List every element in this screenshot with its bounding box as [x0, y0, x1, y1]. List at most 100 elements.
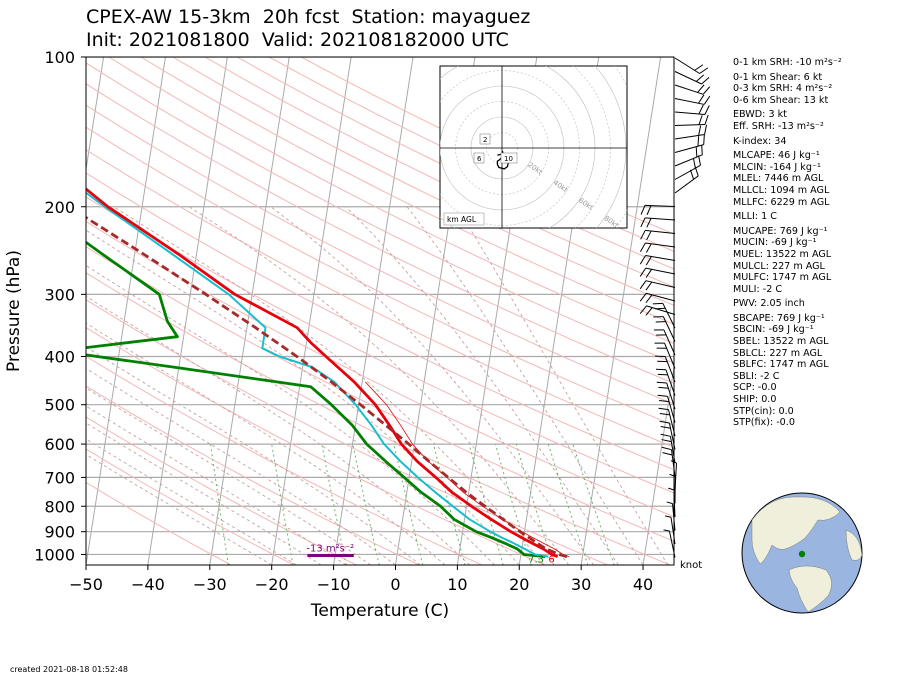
barb-shaft — [666, 382, 676, 410]
barb-flag — [697, 136, 700, 147]
dry-adiabat-line — [86, 326, 545, 565]
south-america-shape — [788, 565, 832, 613]
moist-adiabat-line — [406, 206, 644, 565]
hodograph-unit-label: km AGL — [447, 215, 477, 224]
barb-flag — [661, 446, 672, 451]
isotherm-line — [209, 57, 290, 565]
barb-flag — [658, 386, 669, 389]
parcel-profile-line — [86, 215, 568, 558]
x-tick-label: 20 — [509, 575, 529, 594]
y-tick-label: 800 — [44, 497, 75, 516]
barb-shaft — [645, 204, 676, 207]
barb-flag — [697, 84, 705, 93]
barb-shaft — [668, 530, 676, 558]
x-tick-label: 10 — [447, 575, 467, 594]
barb-flag — [695, 74, 705, 82]
wind-barb — [639, 255, 676, 266]
dewpoint-profile-line — [86, 240, 546, 558]
barb-shaft — [674, 175, 699, 194]
wind-barb — [674, 57, 709, 74]
barb-flag — [698, 104, 704, 115]
barb-shaft — [674, 164, 701, 180]
africa-shape — [845, 529, 862, 561]
x-tick-label: −10 — [317, 575, 351, 594]
barb-flag — [657, 373, 668, 376]
virtual-temperature-line — [365, 381, 570, 557]
wind-barb — [674, 94, 711, 105]
station-marker — [798, 550, 806, 558]
barb-shaft — [669, 436, 676, 464]
barb-flag — [699, 67, 709, 74]
barb-shaft — [671, 449, 676, 477]
stat-line: 0-1 km Shear: 6 kt — [733, 71, 823, 83]
y-tick-label: 1000 — [34, 545, 75, 564]
wind-barb — [668, 487, 676, 518]
dry-adiabat-line — [86, 299, 608, 565]
barb-shaft — [674, 134, 705, 140]
barb-shaft — [645, 280, 676, 288]
surface-dewpoint-label: 7.3 — [528, 555, 544, 566]
stat-line: MLCIN: -164 J kg⁻¹ — [733, 161, 821, 173]
stat-line: MLEL: 7446 m AGL — [733, 173, 824, 185]
barb-flag — [660, 426, 671, 429]
wind-barb — [652, 302, 676, 329]
x-tick-label: −40 — [131, 575, 165, 594]
barb-flag — [665, 515, 672, 518]
chart-title-line2: Init: 2021081800 Valid: 202108182000 UTC — [86, 29, 509, 51]
wind-barb — [660, 433, 676, 464]
wind-barb — [654, 342, 676, 369]
barb-flag — [697, 94, 705, 104]
x-tick-label: 0 — [390, 575, 400, 594]
barb-shaft — [645, 242, 676, 248]
mixing-ratio-line — [432, 443, 466, 565]
dry-adiabat-line — [86, 272, 671, 565]
barb-flag — [666, 501, 673, 505]
wetbulb-profile-line — [86, 191, 549, 558]
wind-barb — [661, 446, 676, 477]
globe-land — [751, 496, 862, 613]
moist-adiabat-line — [270, 206, 594, 565]
barb-flag — [668, 487, 675, 491]
moist-adiabat-line — [86, 438, 297, 565]
barb-flag — [657, 394, 668, 397]
isotherm-line — [271, 57, 352, 565]
wind-barb — [674, 124, 708, 140]
wind-barb — [640, 217, 676, 228]
barb-shaft — [673, 489, 676, 518]
stat-line: MULFC: 1747 m AGL — [733, 272, 832, 284]
barb-flag — [663, 529, 670, 532]
barb-shaft — [667, 409, 676, 437]
stat-line: SBLFC: 1747 m AGL — [733, 359, 829, 371]
mixing-ratio-line — [321, 444, 347, 565]
hodograph-unit-box — [443, 212, 485, 226]
barb-flag — [704, 105, 710, 115]
stat-line: 0-3 km SRH: 4 m²s⁻² — [733, 83, 833, 95]
moist-adiabat-line — [86, 322, 446, 565]
barb-shaft — [665, 369, 676, 396]
barb-flag — [662, 452, 673, 456]
moist-adiabat-line — [188, 206, 570, 565]
sounding-indices-panel: 0-1 km SRH: -10 m²s⁻² 0-1 km Shear: 6 kt 0… — [733, 57, 842, 429]
barb-shaft — [674, 144, 704, 153]
moist-adiabat-line — [86, 367, 396, 565]
barb-shaft — [674, 84, 704, 95]
barb-shaft — [672, 503, 676, 531]
wind-barb — [640, 229, 676, 241]
x-tick-label: −50 — [69, 575, 103, 594]
barb-shaft — [674, 111, 705, 115]
dry-adiabat-line — [140, 57, 674, 325]
dry-adiabat-line — [236, 57, 674, 270]
wind-barb — [674, 134, 705, 153]
wind-barb — [663, 529, 676, 558]
barb-flag — [659, 413, 670, 416]
barb-flag — [701, 144, 703, 155]
mixing-ratio-line — [271, 444, 294, 565]
stat-line: SBLI: -2 C — [733, 370, 780, 382]
barb-flag — [639, 292, 647, 302]
x-tick-label: −20 — [255, 575, 289, 594]
wind-barb — [656, 381, 676, 410]
stat-line: Eff. SRH: -13 m²s⁻² — [733, 120, 824, 132]
mixing-ratio-line — [393, 443, 424, 565]
barb-flag — [695, 147, 698, 158]
barb-flag — [640, 205, 646, 215]
